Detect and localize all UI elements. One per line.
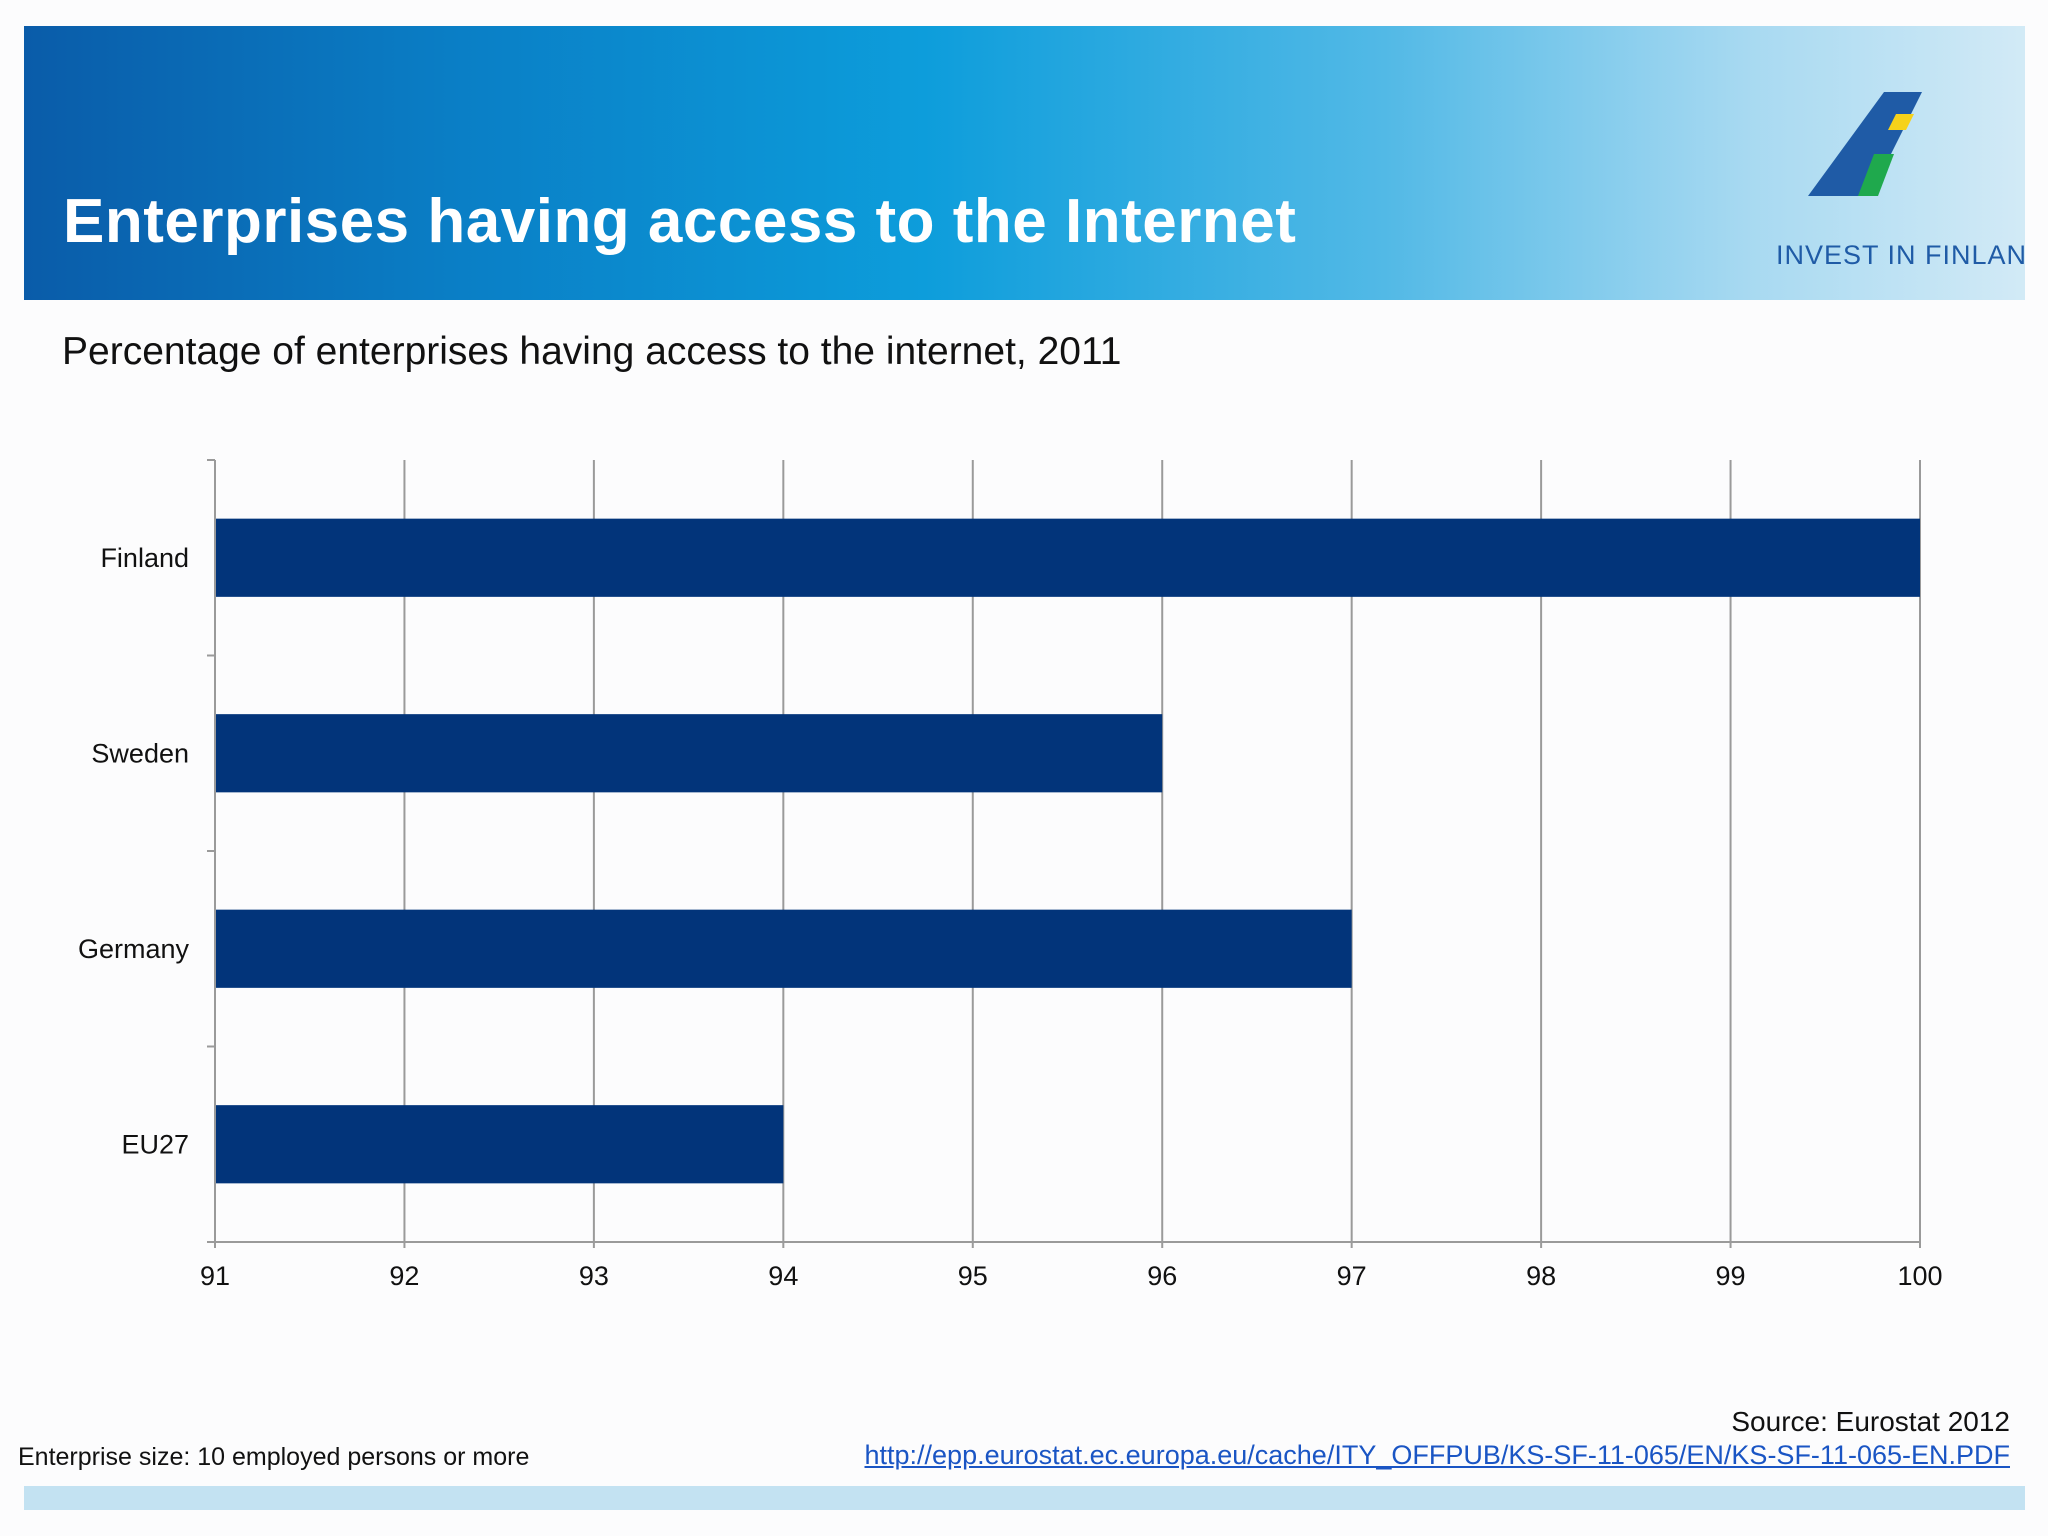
source-text: Source: Eurostat 2012 [1731, 1406, 2010, 1437]
page-title: Enterprises having access to the Interne… [63, 187, 1297, 256]
enterprise-size-note: Enterprise size: 10 employed persons or … [18, 1443, 530, 1471]
x-tick-label: 93 [579, 1261, 609, 1291]
x-tick-label: 95 [958, 1261, 988, 1291]
x-tick-label: 96 [1147, 1261, 1177, 1291]
bar-finland [215, 518, 1920, 597]
header-banner: Enterprises having access to the Interne… [24, 26, 2025, 300]
source-link[interactable]: http://epp.eurostat.ec.europa.eu/cache/I… [864, 1440, 2011, 1470]
logo-text: INVEST IN FINLAND [1776, 240, 2025, 270]
category-label: EU27 [121, 1129, 189, 1159]
bar-chart: 91 92 93 94 95 96 97 98 99 100 Finland Sweden German… [78, 459, 1943, 1291]
x-tick-label: 99 [1716, 1261, 1746, 1291]
bar-sweden [215, 714, 1163, 793]
category-label: Finland [100, 543, 189, 573]
category-label: Sweden [91, 738, 189, 768]
bar-eu27 [215, 1105, 784, 1184]
invest-in-finland-logo: INVEST IN FINLAND [1776, 92, 2025, 272]
x-tick-label: 97 [1337, 1261, 1367, 1291]
x-tick-label: 100 [1897, 1261, 1942, 1291]
bar-germany [215, 909, 1352, 988]
x-tick-label: 98 [1526, 1261, 1556, 1291]
x-tick-label: 91 [200, 1261, 230, 1291]
x-tick-label: 92 [389, 1261, 419, 1291]
category-label: Germany [78, 934, 190, 964]
footer-bar [24, 1486, 2025, 1510]
x-tick-label: 94 [768, 1261, 798, 1291]
finland-flag-logo-icon [1808, 92, 1922, 196]
chart-subtitle: Percentage of enterprises having access … [62, 330, 1122, 373]
